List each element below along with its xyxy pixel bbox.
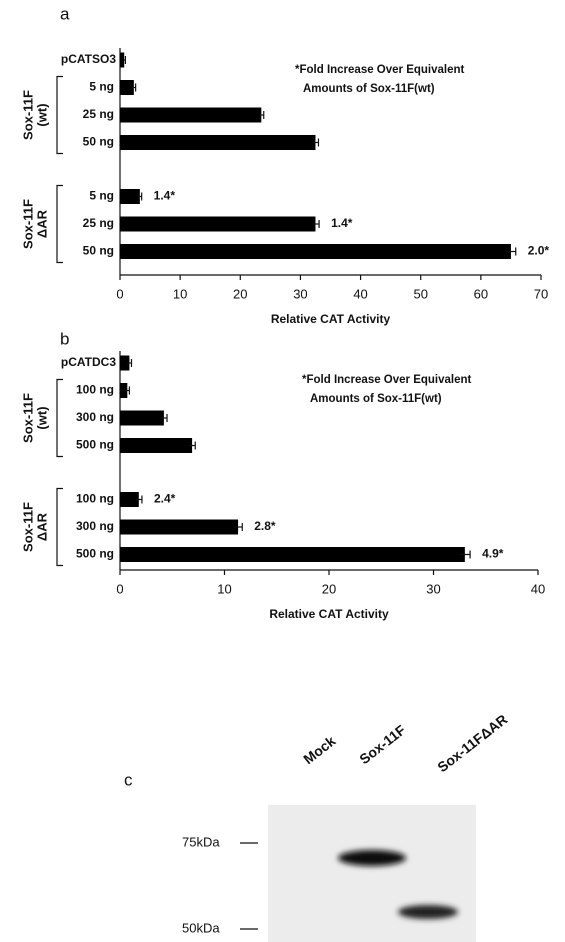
category-label: 500 ng [76, 547, 114, 561]
x-tick-label: 20 [322, 581, 336, 596]
bar [120, 108, 261, 123]
panel-label: a [60, 4, 70, 23]
category-label: pCATSO3 [61, 52, 116, 66]
group-bracket [57, 489, 63, 566]
fold-label: 2.4* [154, 492, 176, 506]
group-label: (wt) [34, 103, 49, 126]
x-tick-label: 30 [426, 581, 440, 596]
bar [120, 217, 315, 232]
marker-label: 75kDa [182, 834, 220, 849]
category-label: 100 ng [76, 492, 114, 506]
group-bracket [57, 186, 63, 263]
x-tick-label: 40 [531, 581, 545, 596]
group-label: (wt) [34, 406, 49, 429]
bar [120, 438, 192, 453]
group-label: Sox-11F [20, 199, 35, 249]
marker-label: 50kDa [182, 920, 220, 935]
bar [120, 135, 315, 150]
category-label: pCATDC3 [61, 355, 116, 369]
fold-label: 1.4* [154, 189, 176, 203]
figure: c Mock Sox-11F Sox-11FΔAR 75kDa 50kDa a*… [0, 0, 565, 942]
bar [120, 189, 140, 204]
category-label: 25 ng [83, 107, 114, 121]
note: *Fold Increase Over Equivalent [295, 64, 465, 76]
fold-label: 1.4* [331, 216, 353, 230]
panel-label: c [124, 770, 133, 789]
x-tick-label: 20 [233, 286, 247, 301]
group-label: ΔAR [34, 512, 49, 541]
fold-label: 2.8* [254, 519, 276, 533]
bar [120, 80, 134, 95]
note: Amounts of Sox-11F(wt) [303, 83, 435, 95]
category-label: 25 ng [83, 216, 114, 230]
x-tick-label: 0 [116, 581, 123, 596]
lane-label: Mock [300, 733, 338, 768]
category-label: 50 ng [83, 244, 114, 258]
note: Amounts of Sox-11F(wt) [310, 393, 442, 405]
category-label: 5 ng [89, 189, 114, 203]
x-axis-label: Relative CAT Activity [269, 607, 389, 621]
x-tick-label: 10 [217, 581, 231, 596]
category-label: 50 ng [83, 135, 114, 149]
x-tick-label: 0 [116, 286, 123, 301]
category-label: 300 ng [76, 410, 114, 424]
x-tick-label: 30 [293, 286, 307, 301]
x-tick-label: 70 [534, 286, 548, 301]
lane-label: Sox-11FΔAR [434, 711, 510, 775]
category-label: 500 ng [76, 438, 114, 452]
x-tick-label: 10 [173, 286, 187, 301]
blot-image [268, 805, 476, 942]
fold-label: 2.0* [528, 244, 550, 258]
panel-label: b [60, 329, 69, 348]
x-tick-label: 60 [474, 286, 488, 301]
x-axis-label: Relative CAT Activity [271, 312, 391, 326]
blot-band [398, 905, 458, 919]
bar [120, 520, 238, 535]
category-label: 5 ng [89, 80, 114, 94]
category-label: 300 ng [76, 519, 114, 533]
group-bracket [57, 380, 63, 457]
group-bracket [57, 77, 63, 154]
category-label: 100 ng [76, 383, 114, 397]
group-label: Sox-11F [20, 90, 35, 140]
x-tick-label: 40 [353, 286, 367, 301]
group-label: ΔAR [34, 209, 49, 238]
x-tick-label: 50 [413, 286, 427, 301]
bar [120, 244, 511, 259]
fold-label: 4.9* [482, 547, 504, 561]
group-label: Sox-11F [20, 393, 35, 443]
blot-band [338, 850, 406, 866]
bar [120, 547, 465, 562]
blot-panel: c Mock Sox-11F Sox-11FΔAR 75kDa 50kDa [124, 711, 510, 942]
note: *Fold Increase Over Equivalent [302, 374, 472, 386]
lane-label: Sox-11F [356, 721, 409, 767]
group-label: Sox-11F [20, 502, 35, 552]
bar [120, 411, 164, 426]
